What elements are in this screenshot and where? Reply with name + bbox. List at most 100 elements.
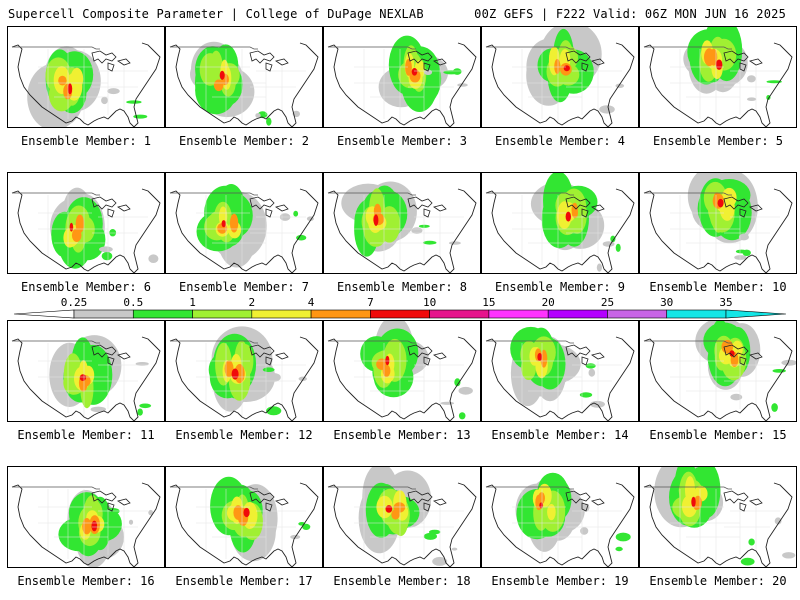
scp-shading — [231, 368, 239, 380]
map-canvas — [11, 187, 161, 273]
map-canvas — [327, 467, 477, 567]
scp-shading — [69, 222, 74, 232]
great-lakes — [723, 344, 763, 366]
scp-shading — [71, 228, 82, 242]
color-scale-bar — [13, 309, 787, 319]
map-canvas — [169, 476, 319, 567]
canada-border — [486, 46, 574, 50]
colorbar-segment — [547, 309, 608, 319]
scp-shading — [107, 88, 120, 95]
canada-border — [644, 192, 732, 196]
colorbar-tick-label: 2 — [248, 296, 256, 309]
scp-shading — [454, 378, 461, 387]
ensemble-map-panel — [323, 172, 481, 274]
scp-shading — [554, 59, 561, 74]
scp-shading — [90, 406, 107, 413]
scp-shading — [243, 507, 250, 518]
scp-shading — [729, 350, 735, 357]
colorbar-segment — [132, 309, 193, 319]
scp-shading — [418, 224, 430, 228]
map-canvas — [11, 482, 161, 567]
scp-shading — [75, 214, 85, 233]
canada-border — [170, 192, 258, 196]
ensemble-map-panel — [481, 172, 639, 274]
scp-shading — [115, 517, 121, 526]
great-lakes — [91, 50, 131, 72]
scp-shading — [715, 59, 723, 70]
coastline — [643, 42, 793, 127]
map-canvas — [485, 472, 635, 567]
colorbar-segment — [370, 309, 430, 319]
scp-shading — [602, 241, 615, 247]
colorbar-tick-label: 15 — [482, 296, 496, 309]
colorbar-segment — [666, 309, 727, 319]
scp-shading — [774, 517, 782, 525]
ensemble-map-panel — [165, 466, 323, 568]
map-canvas — [11, 335, 161, 421]
scp-shading — [615, 532, 631, 542]
canada-border — [328, 192, 416, 196]
scp-shading — [296, 234, 307, 241]
scp-shading — [99, 246, 113, 253]
coastline — [11, 336, 161, 421]
scp-shading — [556, 206, 567, 226]
scp-shading — [221, 220, 226, 228]
colorbar-tick-label: 7 — [367, 296, 374, 309]
great-lakes — [249, 196, 289, 218]
map-canvas — [643, 467, 796, 567]
colorbar-tick-label: 30 — [660, 296, 674, 309]
map-canvas — [643, 173, 793, 273]
coastline — [11, 42, 161, 127]
scp-shading — [610, 235, 616, 243]
canada-border — [486, 340, 574, 344]
scp-shading — [266, 117, 272, 126]
colorbar-segment — [607, 309, 668, 319]
panel-caption: Ensemble Member: 11 — [17, 428, 155, 442]
scp-shading — [255, 113, 261, 118]
scp-shading — [730, 393, 743, 401]
scp-shading — [199, 53, 221, 86]
scp-shading — [599, 105, 615, 114]
header: Supercell Composite Parameter | College … — [0, 0, 800, 22]
scp-shading — [101, 251, 113, 261]
ensemble-map-panel — [639, 26, 797, 128]
ensemble-map-panel — [7, 466, 165, 568]
great-lakes — [565, 196, 605, 218]
scp-shading — [126, 100, 142, 104]
map-canvas — [327, 35, 477, 127]
map-canvas — [485, 173, 635, 273]
coastline — [11, 188, 161, 273]
ensemble-map-panel — [639, 466, 797, 568]
colorbar-segment — [310, 309, 371, 319]
great-lakes — [249, 490, 289, 512]
scp-shading — [428, 529, 441, 535]
panel-caption: Ensemble Member: 14 — [491, 428, 629, 442]
panel-caption: Ensemble Member: 17 — [175, 574, 313, 588]
great-lakes — [407, 344, 447, 366]
canada-border — [12, 340, 100, 344]
great-lakes — [565, 344, 605, 366]
panel-caption: Ensemble Member: 4 — [494, 134, 626, 148]
ensemble-map-panel — [7, 26, 165, 128]
coastline — [485, 336, 635, 421]
map-canvas — [327, 181, 477, 273]
great-lakes — [91, 196, 131, 218]
great-lakes — [407, 196, 447, 218]
great-lakes — [723, 490, 763, 512]
great-lakes — [723, 50, 763, 72]
scp-shading — [565, 211, 571, 222]
colorbar-tick-label: 4 — [307, 296, 315, 309]
great-lakes — [249, 344, 289, 366]
canada-border — [12, 46, 100, 50]
canada-border — [328, 46, 416, 50]
scp-shading — [233, 505, 243, 520]
scp-shading — [391, 509, 400, 520]
map-canvas — [643, 27, 793, 127]
scp-shading — [213, 79, 224, 92]
coastline — [11, 482, 161, 567]
canada-border — [486, 192, 574, 196]
canada-border — [170, 486, 258, 490]
scp-shading — [298, 376, 307, 381]
coastline — [485, 482, 635, 567]
scp-shading — [385, 505, 393, 513]
